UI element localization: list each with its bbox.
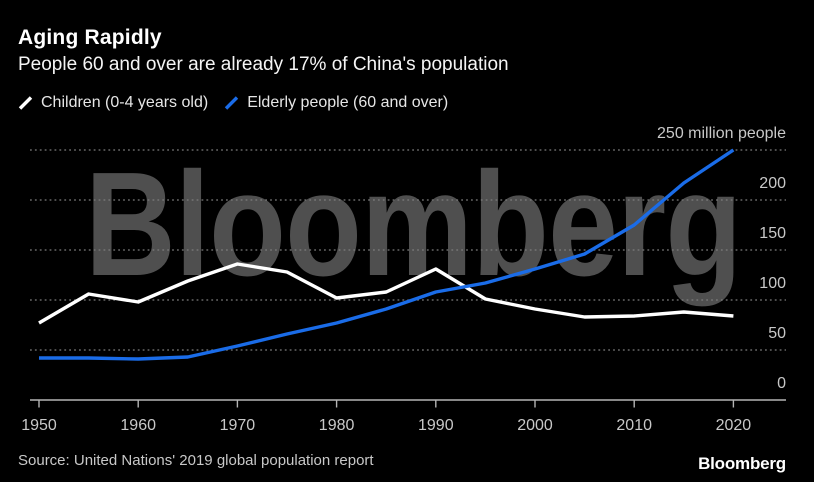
y-axis-label-100: 100: [759, 275, 786, 292]
x-axis-label-1980: 1980: [318, 417, 355, 434]
y-axis-label-150: 150: [759, 225, 786, 242]
x-axis-group: [30, 399, 786, 408]
source-note: Source: United Nations' 2019 global popu…: [18, 452, 374, 469]
x-axis-label-1960: 1960: [120, 417, 156, 434]
gridlines-group: [30, 149, 786, 351]
x-axis-label-2020: 2020: [715, 417, 752, 434]
chart-title: Aging Rapidly: [18, 26, 162, 49]
children-line-slash-icon: [18, 96, 33, 110]
series-line-elderly: [39, 148, 735, 361]
y-axis-label-200: 200: [759, 175, 786, 192]
series-line-children: [38, 262, 734, 325]
x-axis-label-2010: 2010: [616, 417, 652, 434]
bloomberg-logo: Bloomberg: [698, 454, 786, 473]
x-axis-label-1950: 1950: [21, 417, 57, 434]
x-axis-label-1970: 1970: [219, 417, 256, 434]
elderly-line-slash-icon: [224, 96, 239, 110]
legend-item-children: Children (0-4 years old): [18, 94, 208, 112]
x-axis-label-1990: 1990: [418, 417, 454, 434]
legend-label-elderly: Elderly people (60 and over): [247, 94, 449, 111]
y-axis-label-250: 250 million people: [657, 125, 786, 142]
legend: Children (0-4 years old) Elderly people …: [18, 94, 448, 112]
legend-item-elderly: Elderly people (60 and over): [224, 94, 448, 112]
chart-subtitle: People 60 and over are already 17% of Ch…: [18, 54, 509, 75]
x-axis-label-2000: 2000: [517, 417, 553, 434]
legend-label-children: Children (0-4 years old): [41, 94, 209, 111]
y-axis-label-0: 0: [777, 375, 786, 392]
data-series-group: [38, 148, 735, 361]
y-axis-label-50: 50: [768, 325, 786, 342]
